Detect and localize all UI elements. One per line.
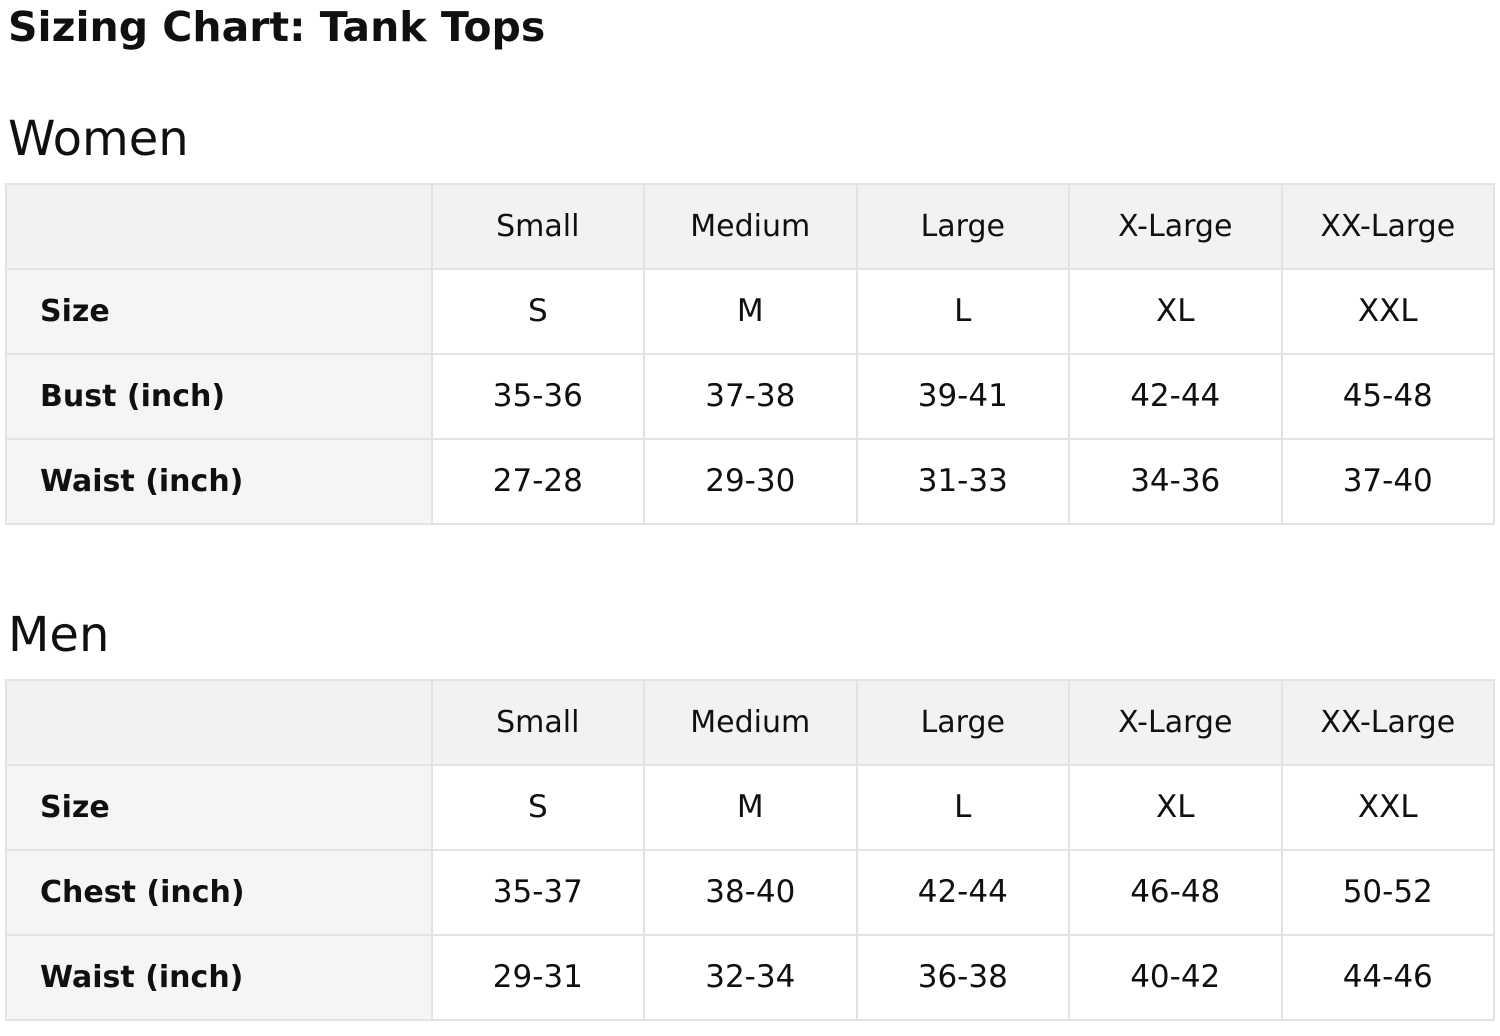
men-waist-cell: 29-31 — [430, 933, 646, 1021]
men-waist-cell: 44-46 — [1280, 933, 1495, 1021]
men-header-row: Small Medium Large X-Large XX-Large — [5, 678, 1495, 766]
men-chest-cell: 35-37 — [430, 848, 646, 936]
men-column-header-xlarge: X-Large — [1068, 678, 1283, 766]
women-bust-row: Bust (inch) 35-36 37-38 39-41 42-44 45-4… — [5, 352, 1495, 440]
women-waist-cell: 27-28 — [430, 437, 646, 525]
women-row-label-waist: Waist (inch) — [5, 437, 433, 525]
women-size-table: Small Medium Large X-Large XX-Large Size… — [5, 182, 1495, 525]
women-column-header-xlarge: X-Large — [1068, 182, 1283, 270]
women-waist-cell: 34-36 — [1068, 437, 1283, 525]
men-column-header-small: Small — [430, 678, 646, 766]
women-bust-cell: 45-48 — [1280, 352, 1495, 440]
men-chest-cell: 46-48 — [1068, 848, 1283, 936]
men-waist-cell: 40-42 — [1068, 933, 1283, 1021]
women-waist-cell: 37-40 — [1280, 437, 1495, 525]
women-bust-cell: 42-44 — [1068, 352, 1283, 440]
men-row-label-chest: Chest (inch) — [5, 848, 433, 936]
women-size-cell: XL — [1068, 267, 1283, 355]
men-chest-row: Chest (inch) 35-37 38-40 42-44 46-48 50-… — [5, 848, 1495, 936]
sizing-chart-page: Sizing Chart: Tank Tops Women Small Medi… — [5, 3, 1495, 1021]
women-size-cell: L — [855, 267, 1071, 355]
men-size-cell: M — [643, 763, 858, 851]
men-waist-cell: 32-34 — [643, 933, 858, 1021]
women-column-header-small: Small — [430, 182, 646, 270]
women-waist-cell: 31-33 — [855, 437, 1071, 525]
women-column-header-xxlarge: XX-Large — [1280, 182, 1495, 270]
men-chest-cell: 50-52 — [1280, 848, 1495, 936]
men-row-label-size: Size — [5, 763, 433, 851]
women-bust-cell: 35-36 — [430, 352, 646, 440]
men-row-label-waist: Waist (inch) — [5, 933, 433, 1021]
women-header-row: Small Medium Large X-Large XX-Large — [5, 182, 1495, 270]
women-row-label-bust: Bust (inch) — [5, 352, 433, 440]
women-size-cell: XXL — [1280, 267, 1495, 355]
women-corner-cell — [5, 182, 433, 270]
section-heading-men: Men — [8, 606, 110, 663]
men-size-cell: XXL — [1280, 763, 1495, 851]
men-size-cell: L — [855, 763, 1071, 851]
women-column-header-large: Large — [855, 182, 1071, 270]
men-size-row: Size S M L XL XXL — [5, 763, 1495, 851]
men-waist-cell: 36-38 — [855, 933, 1071, 1021]
men-size-cell: XL — [1068, 763, 1283, 851]
men-chest-cell: 42-44 — [855, 848, 1071, 936]
section-heading-women: Women — [8, 111, 189, 168]
women-column-header-medium: Medium — [643, 182, 858, 270]
men-waist-row: Waist (inch) 29-31 32-34 36-38 40-42 44-… — [5, 933, 1495, 1021]
section-women: Women Small Medium Large X-Large XX-Larg… — [5, 113, 1495, 525]
women-bust-cell: 39-41 — [855, 352, 1071, 440]
women-size-cell: S — [430, 267, 646, 355]
men-column-header-large: Large — [855, 678, 1071, 766]
men-size-table: Small Medium Large X-Large XX-Large Size… — [5, 678, 1495, 1021]
section-men: Men Small Medium Large X-Large XX-Large … — [5, 609, 1495, 1021]
men-column-header-xxlarge: XX-Large — [1280, 678, 1495, 766]
women-waist-row: Waist (inch) 27-28 29-30 31-33 34-36 37-… — [5, 437, 1495, 525]
women-size-row: Size S M L XL XXL — [5, 267, 1495, 355]
men-chest-cell: 38-40 — [643, 848, 858, 936]
men-corner-cell — [5, 678, 433, 766]
women-bust-cell: 37-38 — [643, 352, 858, 440]
page-title: Sizing Chart: Tank Tops — [8, 3, 546, 51]
women-row-label-size: Size — [5, 267, 433, 355]
women-size-cell: M — [643, 267, 858, 355]
women-waist-cell: 29-30 — [643, 437, 858, 525]
men-size-cell: S — [430, 763, 646, 851]
men-column-header-medium: Medium — [643, 678, 858, 766]
